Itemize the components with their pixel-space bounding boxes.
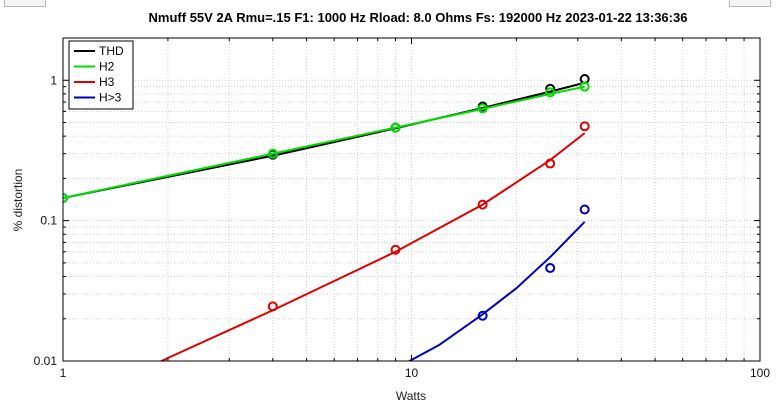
data-point-thd: [545, 83, 556, 94]
window-button-left[interactable]: [4, 0, 46, 7]
data-point-h2: [63, 192, 68, 203]
legend-label-h3: H3: [99, 75, 115, 89]
data-point-h2: [545, 87, 556, 98]
data-point-h3: [579, 121, 590, 132]
data-point-h2: [267, 148, 278, 159]
data-point-h2: [390, 122, 401, 133]
y-axis-label: % distortion: [11, 169, 25, 232]
y-tick-label: 0.1: [40, 214, 57, 228]
legend-label-thd: THD: [99, 44, 124, 58]
x-tick-label: 1: [60, 366, 67, 380]
series-line-h-3: [407, 221, 586, 361]
data-point-h2: [477, 103, 488, 114]
tick-layer: 1 10 100 0.01 0.1 1: [34, 38, 770, 380]
series-line-h2: [63, 85, 585, 199]
y-tick-label: 1: [50, 73, 57, 87]
legend-label-h2: H2: [99, 60, 115, 74]
data-point-h3: [545, 158, 556, 169]
grid: [63, 38, 760, 361]
x-tick-label: 10: [405, 366, 419, 380]
chart-title: Nmuff 55V 2A Rmu=.15 F1: 1000 Hz Rload: …: [149, 10, 688, 25]
x-axis-label: Watts: [396, 389, 426, 403]
data-point-h3: [267, 301, 278, 312]
data-point-h3: [390, 244, 401, 255]
data-point-h-3: [579, 204, 590, 215]
x-tick-label: 100: [750, 366, 770, 380]
legend-label-h-3: H>3: [99, 91, 122, 105]
window-button-right[interactable]: [729, 0, 771, 7]
y-tick-label: 0.01: [34, 354, 58, 368]
data-point-h-3: [545, 262, 556, 273]
data-point-h-3: [477, 310, 488, 321]
data-point-h2: [579, 81, 590, 92]
data-point-h3: [477, 199, 488, 210]
